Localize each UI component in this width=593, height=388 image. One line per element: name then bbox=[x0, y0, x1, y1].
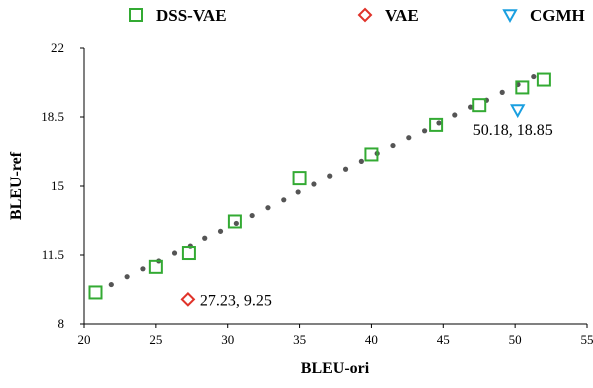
legend: DSS-VAE VAE CGMH bbox=[130, 6, 585, 25]
trend-dot bbox=[125, 274, 130, 279]
legend-dss-vae-label: DSS-VAE bbox=[156, 6, 227, 25]
x-tick-label: 30 bbox=[221, 332, 234, 347]
y-tick-label: 18.5 bbox=[41, 109, 64, 124]
data-markers bbox=[89, 74, 549, 306]
trend-dot bbox=[218, 229, 223, 234]
trend-dot bbox=[281, 197, 286, 202]
trend-dot bbox=[296, 189, 301, 194]
trend-dot bbox=[202, 236, 207, 241]
dss-vae-point bbox=[473, 99, 485, 111]
trend-dot bbox=[265, 205, 270, 210]
trend-dot bbox=[172, 250, 177, 255]
trend-dot bbox=[422, 128, 427, 133]
x-tick-label: 45 bbox=[437, 332, 450, 347]
x-tick-label: 25 bbox=[149, 332, 162, 347]
trend-dot bbox=[250, 213, 255, 218]
annotation-label: 27.23, 9.25 bbox=[200, 292, 272, 309]
trend-dot bbox=[359, 159, 364, 164]
trend-dot bbox=[500, 90, 505, 95]
dss-vae-point bbox=[538, 74, 550, 86]
trend-dot bbox=[390, 143, 395, 148]
legend-vae-marker bbox=[359, 9, 371, 21]
y-tick-label: 22 bbox=[51, 40, 64, 55]
legend-cgmh-label: CGMH bbox=[530, 6, 585, 25]
trend-dot bbox=[343, 167, 348, 172]
trend-dot bbox=[531, 74, 536, 79]
trend-dot bbox=[234, 221, 239, 226]
dss-vae-point bbox=[89, 286, 101, 298]
trend-dot bbox=[452, 112, 457, 117]
annotation-label: 50.18, 18.85 bbox=[473, 122, 553, 139]
x-tick-label: 55 bbox=[581, 332, 593, 347]
y-axis-title: BLEU-ref bbox=[8, 151, 25, 220]
vae-point bbox=[182, 293, 194, 305]
trend-dot bbox=[327, 174, 332, 179]
y-tick-label: 11.5 bbox=[42, 247, 64, 262]
legend-vae-label: VAE bbox=[385, 6, 419, 25]
trend-dot bbox=[140, 266, 145, 271]
y-tick-label: 15 bbox=[51, 178, 64, 193]
x-tick-label: 20 bbox=[78, 332, 91, 347]
x-tick-label: 35 bbox=[293, 332, 306, 347]
trend-dot bbox=[406, 135, 411, 140]
x-tick-label: 40 bbox=[365, 332, 378, 347]
cgmh-point bbox=[512, 105, 524, 116]
x-tick-label: 50 bbox=[509, 332, 522, 347]
dss-vae-point bbox=[183, 247, 195, 259]
ticks: 20 25 30 35 40 45 50 55 8 11.5 15 18.5 22 bbox=[41, 40, 593, 347]
x-axis-title: BLEU-ori bbox=[301, 360, 370, 377]
dss-vae-point bbox=[294, 172, 306, 184]
legend-cgmh-marker bbox=[504, 10, 516, 21]
trend-dot bbox=[109, 282, 114, 287]
axes: BLEU-ori BLEU-ref bbox=[8, 48, 587, 377]
trend-dot bbox=[436, 120, 441, 125]
y-tick-label: 8 bbox=[58, 316, 65, 331]
legend-dss-vae-marker bbox=[130, 9, 142, 21]
trend-dot bbox=[311, 181, 316, 186]
